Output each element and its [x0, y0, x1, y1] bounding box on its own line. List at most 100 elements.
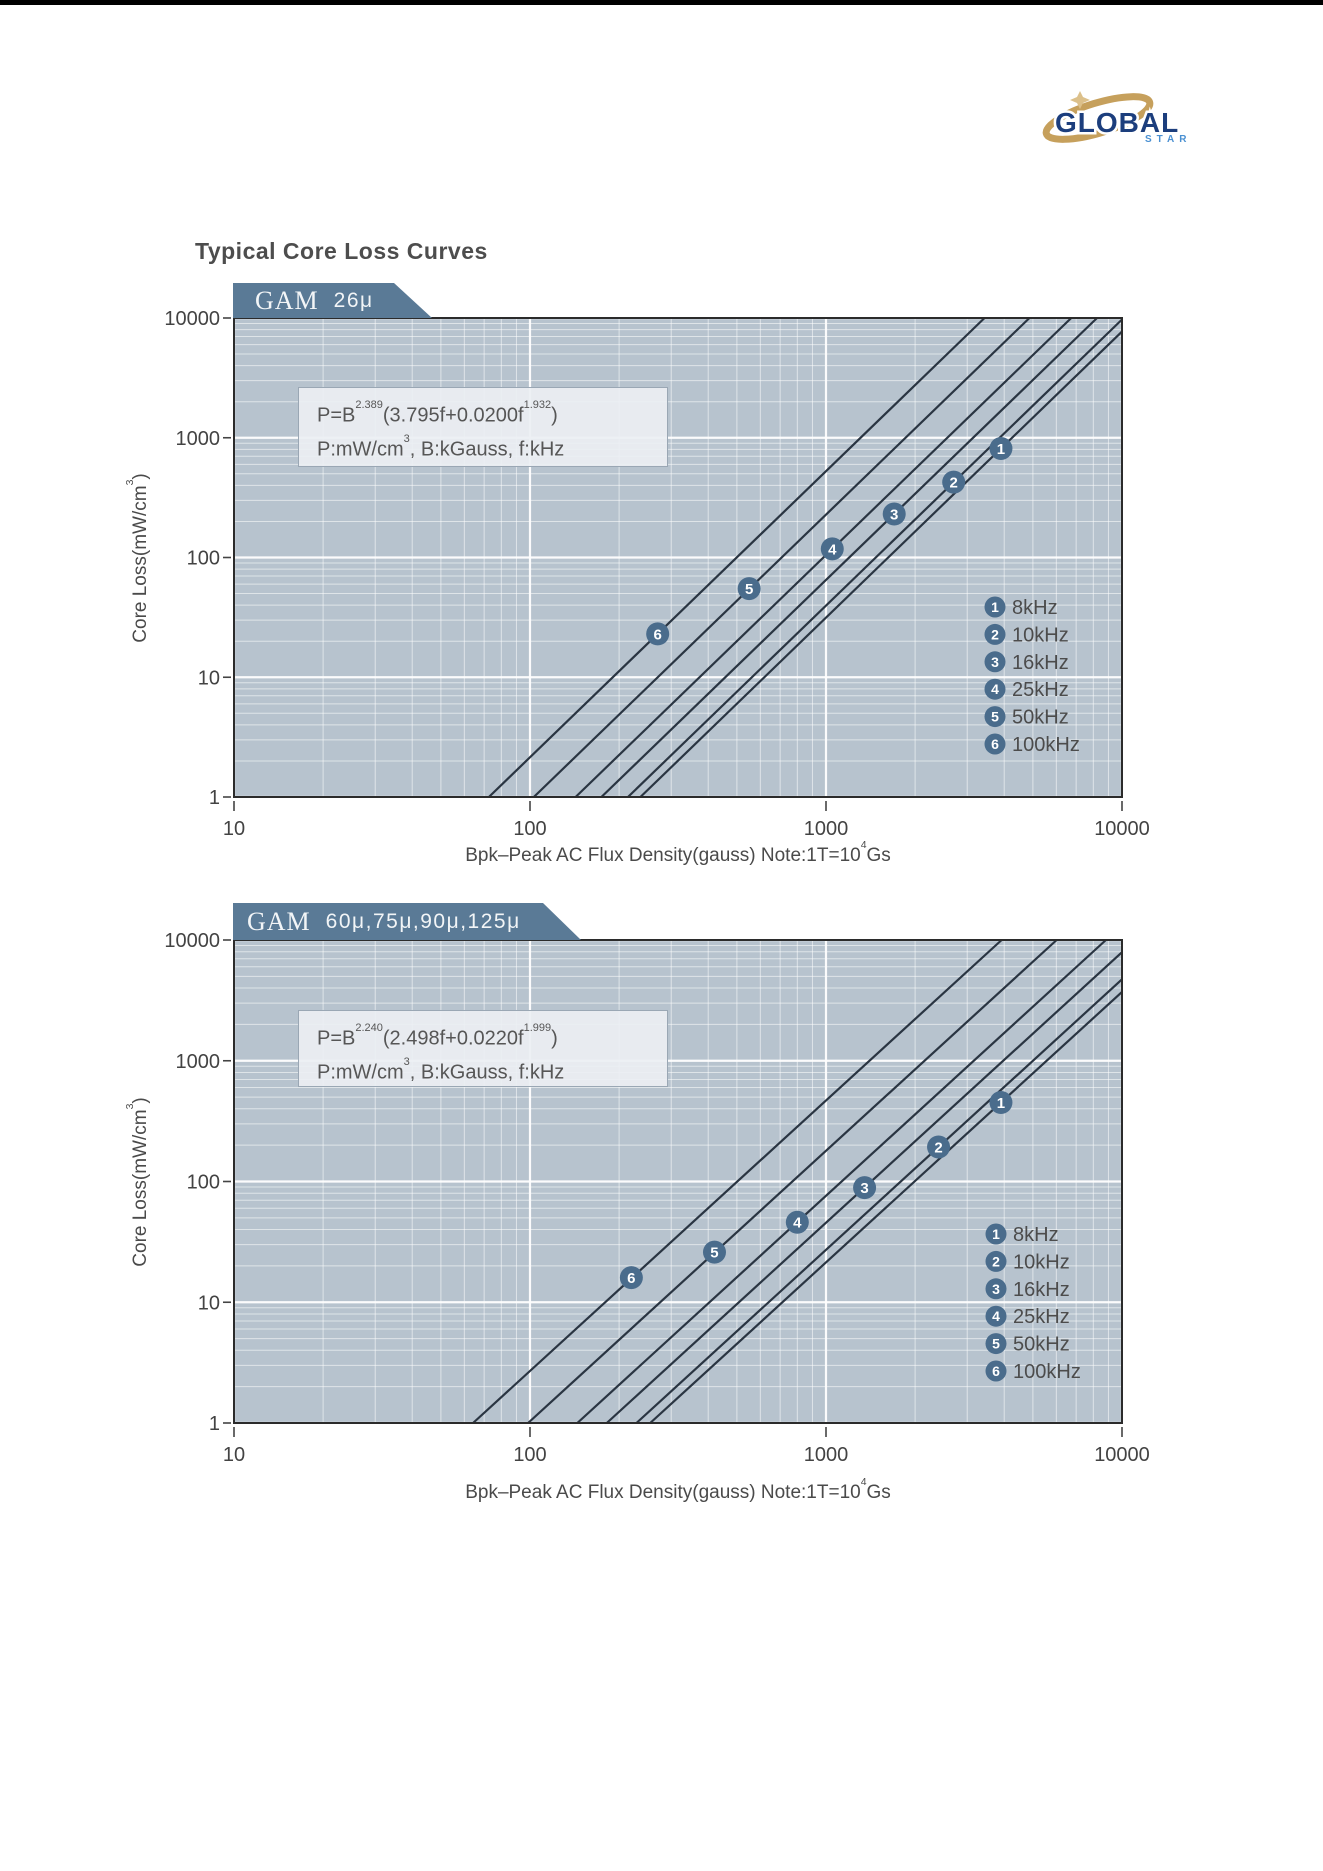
legend-marker-number: 2 — [991, 626, 999, 642]
legend-item: 2 10kHz — [984, 623, 1069, 646]
legend-item: 4 25kHz — [985, 1305, 1070, 1328]
legend-item: 6 100kHz — [985, 1360, 1081, 1383]
curve-100kHz — [488, 317, 986, 798]
x-tick-label: 100 — [513, 1444, 546, 1466]
x-tick-label: 10 — [223, 1444, 245, 1466]
chart2-banner-spec: 60μ,75μ,90μ,125μ — [325, 909, 521, 933]
curve-marker-1: 1 — [989, 437, 1013, 461]
legend-label: 25kHz — [1012, 679, 1069, 701]
legend-label: 8kHz — [1013, 1224, 1059, 1246]
curve-marker-number: 5 — [710, 1245, 718, 1262]
y-tick-label: 1 — [209, 1413, 220, 1435]
x-tick-label: 10 — [223, 818, 245, 840]
legend-label: 16kHz — [1012, 652, 1069, 674]
curve-marker-number: 4 — [793, 1215, 802, 1232]
legend-label: 10kHz — [1013, 1251, 1070, 1273]
curve-marker-number: 6 — [627, 1270, 635, 1287]
curve-marker-number: 5 — [745, 581, 753, 598]
chart2-x-axis-title: Bpk–Peak AC Flux Density(gauss) Note:1T=… — [465, 1476, 891, 1503]
x-tick-label: 1000 — [804, 1444, 849, 1466]
curve-50kHz — [533, 317, 1031, 798]
chart2-banner-brand: GAM — [247, 906, 311, 936]
plot-border — [233, 939, 1123, 1424]
legend-marker-circle — [984, 596, 1006, 618]
legend-marker-circle — [984, 733, 1006, 755]
legend-marker-circle — [985, 1278, 1007, 1300]
curve-marker-circle — [927, 1135, 951, 1159]
curve-marker-number: 6 — [654, 626, 662, 643]
logo-subword: STAR — [1145, 134, 1191, 144]
curve-marker-2: 2 — [942, 470, 966, 494]
curve-marker-circle — [882, 502, 906, 526]
chart1-formula-units: P:mW/cm3, B:kGauss, f:kHz — [317, 432, 565, 461]
y-tick-label: 1000 — [176, 1051, 221, 1073]
x-tick-label: 10000 — [1094, 1444, 1150, 1466]
legend-item: 4 25kHz — [984, 678, 1069, 701]
legend-label: 25kHz — [1013, 1306, 1070, 1328]
legend-item: 3 16kHz — [984, 651, 1069, 674]
legend-marker-circle — [984, 706, 1006, 728]
logo-sparkle-icon — [1070, 91, 1090, 109]
chart1-banner-spec: 26μ — [333, 288, 374, 312]
legend-marker-circle — [984, 678, 1006, 700]
curve-10kHz — [627, 318, 1123, 798]
y-tick-label: 100 — [187, 548, 220, 570]
curve-marker-6: 6 — [619, 1266, 643, 1290]
curve-marker-circle — [702, 1240, 726, 1264]
curve-marker-circle — [737, 577, 761, 601]
legend: 1 8kHz 2 10kHz 3 16kHz 4 25kHz 5 50kHz 6 100kHz — [984, 596, 1080, 756]
chart1-banner: GAM 26μ — [233, 283, 432, 318]
legend-item: 1 8kHz — [985, 1223, 1059, 1246]
chart1-y-axis-title: Core Loss(mW/cm3) — [124, 473, 151, 643]
logo-graphic: GLOBAL STAR — [1042, 91, 1191, 145]
curve-marker-4: 4 — [785, 1210, 809, 1234]
curve-8kHz — [639, 330, 1123, 798]
y-tick-label: 100 — [187, 1172, 220, 1194]
y-tick-label: 10000 — [164, 930, 220, 952]
curve-marker-4: 4 — [820, 537, 844, 561]
chart1-formula-box: P=B2.389(3.795f+0.0200f1.932) P:mW/cm3, … — [298, 387, 668, 467]
legend-marker-number: 6 — [991, 736, 999, 752]
curve-marker-5: 5 — [702, 1240, 726, 1264]
curve-marker-circle — [942, 470, 966, 494]
y-tick-label: 10 — [198, 1292, 220, 1314]
curve-marker-number: 3 — [890, 506, 898, 523]
curve-marker-number: 4 — [828, 541, 837, 558]
chart2-y-axis-title: Core Loss(mW/cm3) — [124, 1097, 151, 1267]
legend-marker-number: 3 — [992, 1281, 1000, 1297]
legend-item: 5 50kHz — [984, 706, 1069, 729]
legend-item: 1 8kHz — [984, 596, 1058, 619]
curve-25kHz — [574, 317, 1072, 798]
x-tick-label: 1000 — [804, 818, 849, 840]
curve-8kHz — [649, 991, 1123, 1424]
logo-word: GLOBAL — [1055, 107, 1179, 138]
chart2-formula: P=B2.240(2.498f+0.0220f1.999) — [317, 1021, 558, 1050]
legend-label: 8kHz — [1012, 597, 1058, 619]
legend-label: 100kHz — [1012, 734, 1080, 756]
page-title: Typical Core Loss Curves — [195, 238, 488, 264]
x-tick-label: 100 — [513, 818, 546, 840]
legend-marker-circle — [985, 1223, 1007, 1245]
legend: 1 8kHz 2 10kHz 3 16kHz 4 25kHz 5 50kHz 6 100kHz — [985, 1223, 1081, 1383]
legend-label: 50kHz — [1013, 1334, 1070, 1356]
chart1-x-axis-title: Bpk–Peak AC Flux Density(gauss) Note:1T=… — [465, 839, 891, 866]
curve-marker-number: 2 — [934, 1140, 942, 1157]
y-tick-label: 10 — [198, 667, 220, 689]
legend-marker-number: 2 — [992, 1253, 1000, 1269]
legend-label: 50kHz — [1012, 707, 1069, 729]
legend-marker-circle — [985, 1250, 1007, 1272]
curve-marker-number: 1 — [997, 1095, 1005, 1112]
logo-swoosh — [1042, 93, 1154, 143]
legend-label: 10kHz — [1012, 624, 1069, 646]
curve-marker-5: 5 — [737, 577, 761, 601]
curve-25kHz — [576, 939, 1107, 1424]
legend-label: 16kHz — [1013, 1279, 1070, 1301]
legend-item: 3 16kHz — [985, 1278, 1070, 1301]
chart1-banner-brand: GAM — [255, 285, 319, 315]
curve-marker-circle — [853, 1176, 877, 1200]
legend-marker-circle — [985, 1360, 1007, 1382]
curve-marker-circle — [989, 437, 1013, 461]
legend-marker-number: 4 — [992, 1308, 1000, 1324]
legend-item: 6 100kHz — [984, 733, 1080, 756]
